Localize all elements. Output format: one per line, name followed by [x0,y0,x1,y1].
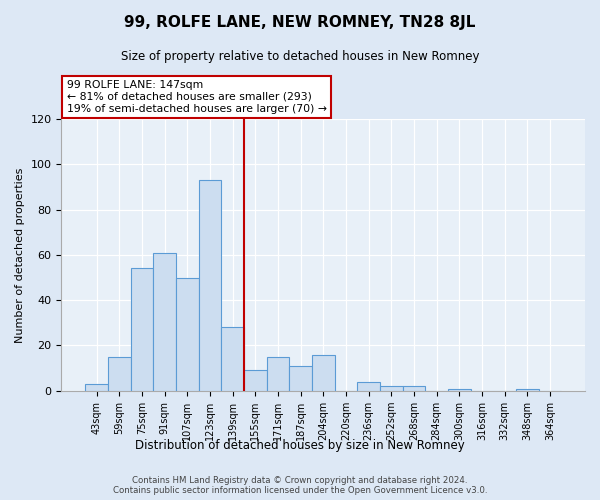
Bar [199,180,221,391]
Bar [380,386,403,391]
Text: 99, ROLFE LANE, NEW ROMNEY, TN28 8JL: 99, ROLFE LANE, NEW ROMNEY, TN28 8JL [124,15,476,30]
Bar [448,388,470,391]
Bar [244,370,266,391]
Text: Contains HM Land Registry data © Crown copyright and database right 2024.
Contai: Contains HM Land Registry data © Crown c… [113,476,487,495]
Text: Size of property relative to detached houses in New Romney: Size of property relative to detached ho… [121,50,479,63]
Bar [312,354,335,391]
Text: Distribution of detached houses by size in New Romney: Distribution of detached houses by size … [135,440,465,452]
Bar [85,384,108,391]
Bar [516,388,539,391]
Bar [153,252,176,391]
Y-axis label: Number of detached properties: Number of detached properties [15,167,25,342]
Text: 99 ROLFE LANE: 147sqm
← 81% of detached houses are smaller (293)
19% of semi-det: 99 ROLFE LANE: 147sqm ← 81% of detached … [67,80,326,114]
Bar [289,366,312,391]
Bar [131,268,153,391]
Bar [221,328,244,391]
Bar [403,386,425,391]
Bar [176,278,199,391]
Bar [357,382,380,391]
Bar [108,357,131,391]
Bar [266,357,289,391]
